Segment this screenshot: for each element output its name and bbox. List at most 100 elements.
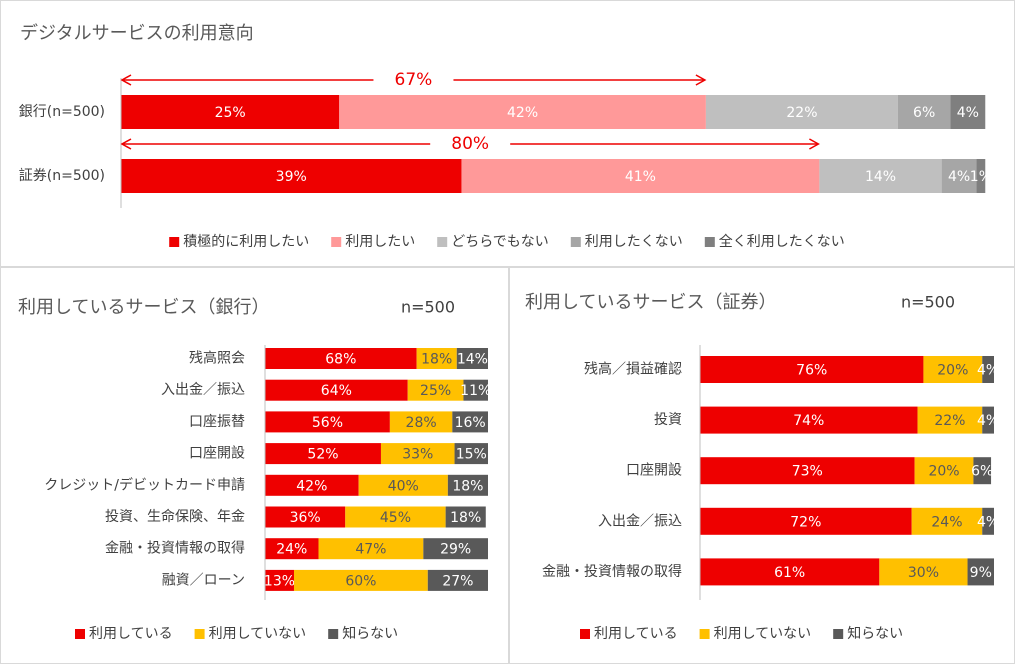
value-label: 6% [971, 464, 993, 480]
legend-label: 利用している [594, 626, 678, 642]
annotation-bg [430, 134, 511, 154]
legend-swatch [580, 629, 590, 639]
bar-segment [982, 406, 994, 434]
bar-segment [705, 95, 898, 129]
bar-segment [121, 159, 462, 193]
bar-segment [914, 457, 974, 485]
bar-segment [427, 569, 488, 591]
bar-segment [121, 95, 340, 129]
legend-swatch [328, 629, 339, 639]
chart-title: 利用しているサービス（銀行） [18, 297, 269, 318]
bar-segment [265, 569, 294, 591]
value-label: 30% [908, 565, 939, 581]
legend-swatch [194, 629, 205, 639]
bar-segment [358, 474, 448, 496]
bar-segment [976, 159, 986, 193]
bar-segment [700, 356, 924, 383]
y-tick-label: 投資、生命保険、年金 [105, 508, 245, 525]
legend-swatch [437, 237, 448, 247]
value-label: 9% [970, 565, 992, 581]
annotation: 67% [395, 70, 433, 90]
bar-segment [445, 506, 486, 528]
bar-segment [345, 506, 446, 528]
arrow-head [695, 74, 707, 86]
legend-swatch [331, 237, 342, 247]
arrow-head [120, 74, 132, 86]
value-label: 4% [977, 363, 999, 379]
value-label: 41% [625, 169, 656, 185]
legend-swatch [75, 629, 85, 639]
legend-swatch [699, 629, 710, 639]
value-label: 33% [402, 447, 433, 463]
value-label: 16% [455, 415, 486, 431]
legend-swatch [169, 237, 180, 247]
value-label: 11% [460, 383, 491, 399]
value-label: 22% [786, 105, 817, 121]
value-label: 6% [913, 105, 935, 121]
legend-label: 利用していない [714, 626, 812, 642]
value-label: 29% [440, 542, 471, 558]
y-tick-label: 入出金／振込 [161, 382, 245, 398]
value-label: 18% [421, 352, 452, 368]
y-tick-label: 入出金／振込 [598, 513, 682, 529]
legend-label: 積極的に利用したい [183, 234, 309, 250]
legend-label: 利用していない [209, 626, 307, 642]
value-label: 20% [928, 464, 959, 480]
value-label: 22% [934, 413, 965, 429]
chart-subtitle: n=500 [901, 293, 955, 312]
bar-segment [917, 406, 983, 434]
legend-label: 利用したくない [585, 234, 683, 250]
bar-segment [380, 443, 455, 465]
legend-label: どちらでもない [451, 234, 549, 250]
value-label: 40% [388, 478, 419, 494]
legend-label: 利用したい [345, 234, 415, 250]
value-label: 27% [442, 573, 473, 589]
value-label: 14% [457, 352, 488, 368]
value-label: 18% [452, 478, 483, 494]
value-label: 4% [948, 169, 970, 185]
bar-segment [265, 411, 390, 433]
legend-label: 利用している [89, 626, 173, 642]
value-label: 72% [790, 514, 821, 530]
legend-swatch [704, 237, 715, 247]
bar-segment [700, 406, 918, 434]
bar-segment [339, 95, 706, 129]
bar-segment [819, 159, 942, 193]
bar-segment [407, 379, 464, 401]
bar-segment [265, 348, 417, 369]
value-label: 47% [355, 542, 386, 558]
legend-label: 知らない [342, 625, 398, 642]
bar-segment [452, 411, 488, 433]
value-label: 28% [406, 415, 437, 431]
chart-title: 利用しているサービス（証券） [525, 292, 776, 313]
bar-segment [454, 443, 488, 465]
bar-segment [447, 474, 488, 496]
bar-segment [293, 569, 428, 591]
bar-segment [265, 443, 381, 465]
bar-segment [416, 348, 457, 369]
y-tick-label: 口座振替 [189, 414, 245, 430]
y-tick-label: 証券(n=500) [19, 168, 105, 184]
bar-segment [879, 558, 968, 586]
y-tick-label: 残高照会 [189, 350, 245, 367]
bar-segment [463, 379, 488, 401]
value-label: 39% [276, 169, 307, 185]
value-label: 24% [276, 542, 307, 558]
bar-segment [897, 95, 951, 129]
y-tick-label: 残高／損益確認 [584, 361, 682, 378]
value-label: 18% [450, 510, 481, 526]
arrow-head [120, 138, 132, 150]
legend-swatch [570, 237, 581, 247]
bar-segment [389, 411, 453, 433]
annotation: 80% [451, 134, 489, 154]
value-label: 68% [325, 352, 356, 368]
arrow-head [809, 138, 820, 150]
value-label: 74% [793, 413, 824, 429]
value-label: 45% [380, 510, 411, 526]
bar-segment [950, 95, 986, 129]
y-tick-label: 口座開設 [189, 446, 245, 462]
legend-label: 知らない [847, 625, 903, 642]
bar-segment [265, 379, 408, 401]
y-tick-label: 金融・投資情報の取得 [542, 563, 682, 580]
